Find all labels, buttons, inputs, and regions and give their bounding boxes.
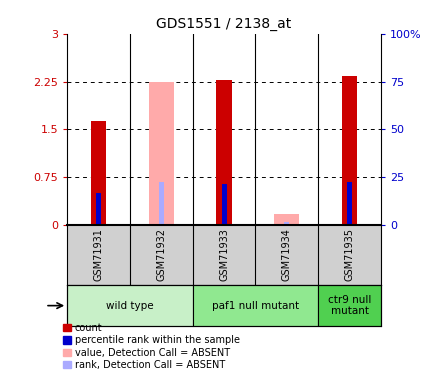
- Bar: [275, 213, 299, 225]
- Bar: [222, 184, 226, 225]
- Text: GSM71933: GSM71933: [219, 228, 229, 281]
- Text: wild type: wild type: [106, 301, 154, 310]
- Bar: [347, 182, 352, 225]
- Bar: [284, 222, 289, 225]
- Title: GDS1551 / 2138_at: GDS1551 / 2138_at: [156, 17, 292, 32]
- Bar: [342, 76, 358, 225]
- Bar: [159, 182, 164, 225]
- Text: GSM71931: GSM71931: [94, 228, 103, 281]
- Bar: [216, 80, 232, 225]
- Text: GSM71932: GSM71932: [156, 228, 166, 281]
- Bar: [318, 285, 381, 326]
- Legend: count, percentile rank within the sample, value, Detection Call = ABSENT, rank, : count, percentile rank within the sample…: [63, 323, 240, 370]
- Bar: [67, 285, 193, 326]
- Text: ctr9 null
mutant: ctr9 null mutant: [328, 295, 372, 316]
- Bar: [193, 285, 318, 326]
- Text: paf1 null mutant: paf1 null mutant: [212, 301, 299, 310]
- Bar: [149, 82, 174, 225]
- Bar: [90, 121, 107, 225]
- Text: GSM71935: GSM71935: [345, 228, 355, 281]
- Bar: [96, 193, 101, 225]
- Text: GSM71934: GSM71934: [282, 228, 292, 281]
